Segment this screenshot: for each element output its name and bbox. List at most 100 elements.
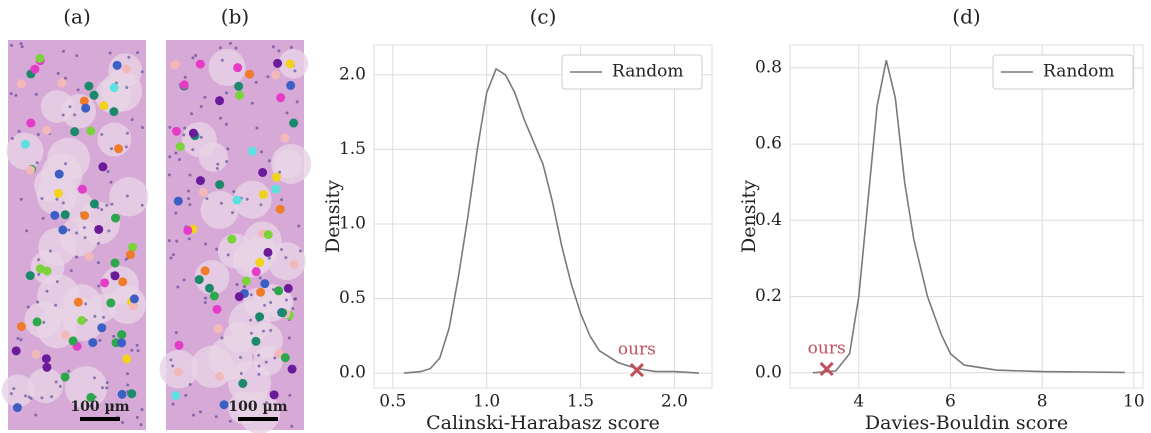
cell-dot <box>174 340 184 350</box>
cell-dot <box>25 165 35 175</box>
cell-dot <box>88 338 98 348</box>
y-tick-label: 0.5 <box>339 288 366 308</box>
cell-dot <box>11 346 21 356</box>
tissue-speck <box>188 382 192 386</box>
tissue-speck <box>174 151 178 155</box>
tissue-speck <box>73 113 77 117</box>
tissue-speck <box>219 116 223 120</box>
tissue-speck <box>257 364 261 368</box>
tissue-speck <box>126 383 130 387</box>
tissue-nucleus-region <box>200 190 239 229</box>
plot-frame <box>373 44 713 389</box>
cell-dot <box>121 64 131 74</box>
tissue-speck <box>218 46 222 50</box>
x-tick-label: 1.0 <box>473 392 500 412</box>
tissue-speck <box>175 239 179 243</box>
tissue-speck <box>98 338 102 342</box>
tissue-speck <box>235 283 239 287</box>
cell-dot <box>215 96 225 106</box>
cell-dot <box>61 330 71 340</box>
cell-dot <box>271 70 281 80</box>
tissue-speck <box>125 194 129 198</box>
cell-dot <box>271 184 281 194</box>
cell-dot <box>106 298 116 308</box>
cell-dot <box>278 308 288 318</box>
y-tick-label: 0.0 <box>339 363 366 383</box>
tissue-speck <box>105 386 109 390</box>
tissue-nucleus-region <box>61 94 96 129</box>
tissue-speck <box>228 419 232 423</box>
tissue-speck <box>140 407 144 411</box>
cell-dot <box>31 349 41 359</box>
scale-bar-label: 100 µm <box>70 399 129 415</box>
tissue-speck <box>174 211 178 215</box>
y-tick-label: 1.0 <box>339 213 366 233</box>
tissue-speck <box>290 424 294 428</box>
tissue-speck <box>266 75 270 79</box>
cell-dot <box>84 81 94 91</box>
ours-label: ours <box>618 340 656 360</box>
cell-dot <box>212 304 222 314</box>
cell-dot <box>260 279 270 289</box>
cell-dot <box>122 354 132 364</box>
tissue-speck <box>183 75 187 79</box>
cell-dot <box>255 257 265 267</box>
cell-dot <box>289 118 299 128</box>
cell-dot <box>100 278 110 288</box>
cell-dot <box>173 367 183 377</box>
cell-dot <box>50 210 60 220</box>
cell-dot <box>286 80 296 90</box>
tissue-speck <box>174 331 178 335</box>
tissue-speck <box>289 45 293 49</box>
cell-dot <box>213 324 223 334</box>
cell-dot <box>179 80 189 90</box>
panel-label: (a) <box>63 5 91 29</box>
tissue-speck <box>226 253 230 257</box>
tissue-speck <box>75 54 79 58</box>
tissue-speck <box>9 392 13 396</box>
tissue-speck <box>171 364 175 368</box>
tissue-speck <box>101 315 105 319</box>
tissue-speck <box>273 356 277 360</box>
tissue-speck <box>214 415 218 419</box>
tissue-speck <box>75 255 79 259</box>
tissue-nucleus-region <box>97 122 132 157</box>
tissue-speck <box>186 189 190 193</box>
cell-dot <box>280 353 290 363</box>
tissue-speck <box>100 386 104 390</box>
tissue-speck <box>69 269 73 273</box>
cell-dot <box>209 291 219 301</box>
tissue-speck <box>260 150 264 154</box>
tissue-speck <box>140 70 144 74</box>
tissue-speck <box>29 396 33 400</box>
tissue-speck <box>265 401 269 405</box>
cell-dot <box>81 103 91 113</box>
tissue-speck <box>291 306 295 310</box>
x-tick-label: 2.0 <box>661 392 688 412</box>
tissue-nucleus-region <box>109 177 149 217</box>
tissue-speck <box>40 196 44 200</box>
cell-dot <box>99 101 109 111</box>
cell-dot <box>235 90 245 100</box>
x-tick-label: 0.5 <box>379 392 406 412</box>
tissue-speck <box>176 285 180 289</box>
cell-dot <box>275 204 285 214</box>
tissue-speck <box>264 360 268 364</box>
cell-dot <box>114 144 124 154</box>
x-tick-label: 6 <box>945 392 956 412</box>
x-tick-label: 4 <box>853 392 864 412</box>
tissue-speck <box>111 404 115 408</box>
tissue-speck <box>64 162 68 166</box>
tissue-nucleus-region <box>267 242 306 281</box>
tissue-nucleus-region <box>100 70 143 112</box>
legend-box <box>561 54 703 90</box>
tissue-speck <box>93 314 97 318</box>
tissue-speck <box>26 305 30 309</box>
cell-dot <box>194 275 204 285</box>
tissue-speck <box>50 395 54 399</box>
x-tick-label: 8 <box>1037 392 1048 412</box>
tissue-speck <box>269 300 273 304</box>
tissue-speck <box>288 393 292 397</box>
tissue-speck <box>109 147 113 151</box>
